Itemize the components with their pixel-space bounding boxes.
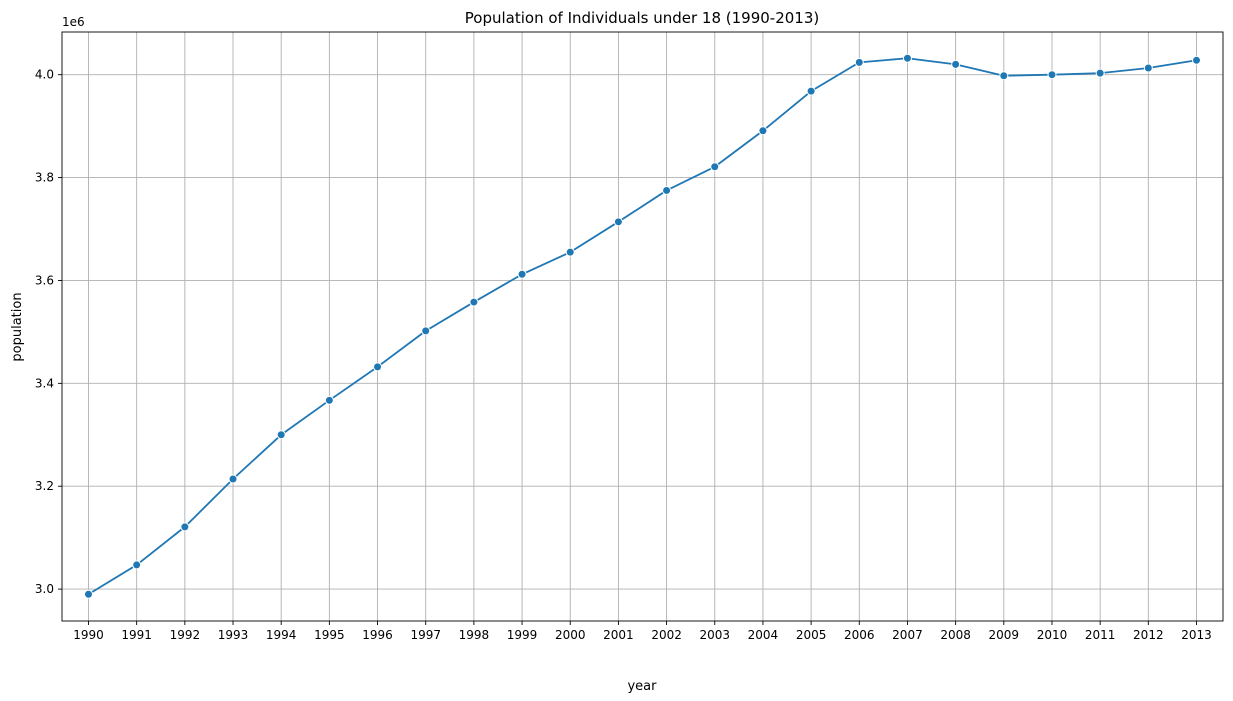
x-tick-label: 1998 (459, 628, 490, 642)
data-point (1143, 63, 1153, 73)
x-tick-label: 1996 (362, 628, 393, 642)
x-tick-label: 2005 (796, 628, 827, 642)
data-point (373, 362, 383, 372)
data-point (180, 522, 190, 532)
y-tick-label: 3.6 (35, 273, 54, 287)
data-point (469, 297, 479, 307)
data-point (228, 474, 238, 484)
data-point (999, 71, 1009, 81)
data-point (1047, 70, 1057, 80)
data-point (710, 162, 720, 172)
data-point (1192, 55, 1202, 65)
chart-title: Population of Individuals under 18 (1990… (465, 9, 819, 27)
data-point (83, 589, 93, 599)
x-tick-label: 2009 (989, 628, 1020, 642)
x-ticks: 1990 1991 1992 1993 1994 1995 1996 1997 1998 1999… (73, 621, 1212, 642)
x-tick-label: 1997 (410, 628, 441, 642)
data-point (132, 560, 142, 570)
x-tick-label: 1994 (266, 628, 297, 642)
data-point (758, 126, 768, 136)
y-tick-label: 3.4 (35, 376, 54, 390)
data-point (902, 53, 912, 63)
x-tick-label: 2011 (1085, 628, 1116, 642)
data-point (517, 269, 527, 279)
x-tick-label: 2010 (1037, 628, 1068, 642)
plot-area-border (61, 31, 1224, 622)
y-offset-label: 1e6 (62, 15, 85, 29)
data-point (565, 247, 575, 257)
x-tick-label: 2013 (1181, 628, 1212, 642)
x-axis-label: year (627, 679, 657, 694)
grid-lines (62, 32, 1223, 621)
data-point (806, 86, 816, 96)
data-point (662, 185, 672, 195)
x-tick-label: 1991 (121, 628, 152, 642)
x-tick-label: 1995 (314, 628, 345, 642)
data-point (324, 395, 334, 405)
x-tick-label: 2012 (1133, 628, 1164, 642)
y-tick-label: 3.0 (35, 582, 54, 596)
x-tick-label: 1992 (170, 628, 201, 642)
data-point (854, 57, 864, 67)
data-series (83, 53, 1202, 599)
x-tick-label: 1993 (218, 628, 249, 642)
y-ticks: 3.0 3.2 3.4 3.6 3.8 4.0 (35, 68, 62, 596)
y-tick-label: 3.2 (35, 479, 54, 493)
x-tick-label: 2002 (651, 628, 682, 642)
data-point (276, 430, 286, 440)
x-tick-label: 2001 (603, 628, 634, 642)
x-tick-label: 2007 (892, 628, 923, 642)
y-tick-label: 4.0 (35, 68, 54, 82)
series-line (88, 57, 1197, 596)
y-tick-label: 3.8 (35, 171, 54, 185)
data-point (613, 217, 623, 227)
x-tick-label: 1990 (73, 628, 104, 642)
y-axis-label: population (10, 292, 25, 361)
x-tick-label: 2000 (555, 628, 586, 642)
data-point (951, 59, 961, 69)
x-tick-label: 2008 (940, 628, 971, 642)
data-point (421, 326, 431, 336)
x-tick-label: 2006 (844, 628, 875, 642)
x-tick-label: 1999 (507, 628, 538, 642)
data-point (1095, 68, 1105, 78)
axes-frame (61, 31, 1224, 622)
x-tick-label: 2003 (699, 628, 730, 642)
x-tick-label: 2004 (748, 628, 779, 642)
